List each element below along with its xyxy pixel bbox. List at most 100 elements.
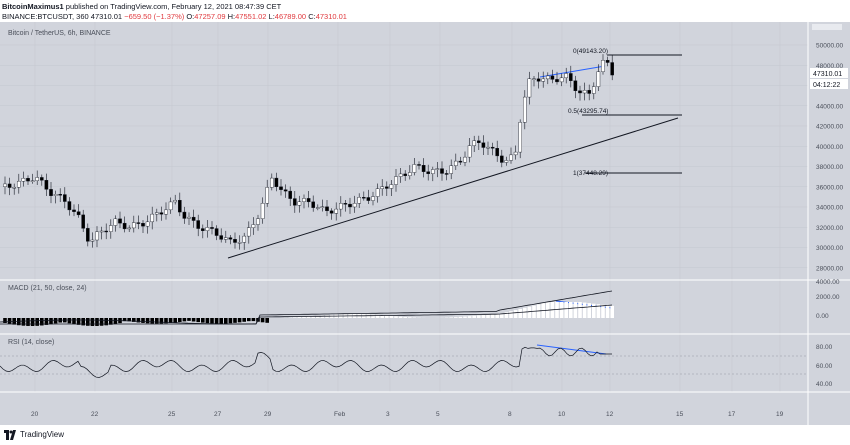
macd-bar — [490, 314, 495, 318]
macd-bar — [564, 302, 568, 318]
macd-bar — [518, 308, 522, 318]
candle-body — [53, 194, 58, 196]
macd-bar — [504, 312, 509, 318]
macd-bar — [251, 318, 256, 322]
tradingview-brand[interactable]: TradingView — [20, 430, 65, 439]
candle-body — [306, 198, 311, 203]
candle-body — [118, 218, 122, 224]
macd-bar — [467, 316, 472, 318]
candle-body — [518, 122, 522, 153]
footer: TradingView — [0, 425, 850, 445]
macd-axis[interactable]: 4000.00 2000.00 0.00 — [816, 279, 840, 320]
macd-pane[interactable] — [0, 290, 614, 326]
candle-body — [403, 173, 408, 176]
time-axis[interactable]: 20 22 25 27 29 Feb 3 5 8 10 12 15 17 19 — [31, 411, 784, 418]
macd-bar — [247, 318, 251, 322]
candle-body — [293, 198, 297, 206]
macd-bar — [454, 317, 458, 318]
candle-body — [601, 60, 605, 72]
price-axis-label: 34000.00 — [816, 205, 843, 212]
price-axis[interactable]: 50000.0048000.0046000.0044000.0042000.00… — [816, 43, 843, 273]
time-axis-label: Feb — [334, 411, 346, 418]
chart-area[interactable]: Bitcoin / TetherUS, 6h, BINANCE MACD (21… — [0, 22, 850, 425]
macd-bar — [463, 316, 467, 318]
support-trendline[interactable] — [227, 117, 679, 259]
candle-body — [21, 178, 26, 182]
rsi-divergence-line[interactable] — [536, 344, 607, 355]
candle-body — [228, 237, 233, 240]
price-axis-label: 32000.00 — [816, 225, 843, 232]
candle-body — [44, 180, 49, 190]
macd-bar — [320, 315, 325, 318]
macd-axis-label: 0.00 — [816, 313, 829, 320]
time-axis-label: 12 — [606, 411, 614, 418]
candle-body — [440, 168, 444, 174]
macd-bar — [113, 318, 118, 324]
macd-bar — [191, 318, 196, 322]
candle-body — [426, 171, 431, 174]
macd-bar — [610, 305, 614, 318]
candle-body — [339, 203, 343, 210]
macd-bar — [49, 318, 53, 325]
macd-bar — [122, 318, 127, 321]
chart-canvas[interactable]: Bitcoin / TetherUS, 6h, BINANCE MACD (21… — [0, 22, 850, 425]
macd-bar — [3, 318, 7, 323]
macd-bar — [155, 318, 159, 324]
candle-body — [200, 228, 205, 231]
candle-body — [127, 227, 131, 230]
candle-body — [546, 75, 550, 80]
countdown-badge-bg — [810, 79, 848, 89]
macd-bar — [168, 318, 173, 323]
fib-retracement[interactable]: 0(49143.20) 0.5(43295.74) 1(37448.29) — [568, 48, 682, 177]
macd-bar — [76, 318, 81, 325]
author-name[interactable]: BitcoinMaximus1 — [2, 2, 64, 11]
tradingview-logo-icon[interactable] — [4, 430, 16, 440]
candle-body — [265, 187, 270, 204]
rsi-axis-label: 60.00 — [816, 363, 833, 370]
macd-bar — [486, 314, 490, 318]
candle-body — [270, 177, 274, 188]
current-price-badge-bg — [810, 68, 848, 78]
candle-body — [76, 211, 81, 216]
macd-bar — [371, 314, 375, 318]
rsi-axis[interactable]: 80.00 60.00 40.00 — [0, 344, 833, 388]
candle-body — [559, 77, 564, 83]
candle-body — [371, 196, 375, 201]
macd-bar — [40, 318, 44, 326]
candle-body — [81, 214, 85, 229]
candle-body — [159, 212, 164, 215]
macd-bar — [86, 318, 90, 326]
candles[interactable] — [3, 54, 614, 250]
candle-body — [30, 180, 35, 182]
candle-body — [481, 142, 486, 148]
candle-body — [564, 73, 568, 79]
candle-body — [366, 197, 371, 201]
price-axis-label: 38000.00 — [816, 164, 843, 171]
candle-body — [463, 156, 467, 163]
candle-body — [417, 164, 421, 166]
price-divergence-line[interactable] — [539, 65, 606, 78]
candle-body — [26, 178, 30, 182]
candle-body — [279, 186, 283, 190]
candle-body — [191, 216, 196, 221]
candle-body — [154, 212, 159, 215]
rsi-line — [0, 346, 612, 378]
gear-icon[interactable] — [812, 24, 842, 30]
rsi-pane[interactable] — [0, 346, 612, 378]
candle-body — [136, 222, 141, 224]
candle-body — [283, 189, 288, 192]
price-axis-label: 48000.00 — [816, 63, 843, 70]
rsi-legend: RSI (14, close) — [8, 339, 54, 346]
candle-body — [242, 235, 247, 243]
close-value: 47310.01 — [315, 12, 347, 21]
candle-body — [205, 227, 210, 231]
candle-body — [311, 201, 316, 208]
macd-bar — [201, 318, 205, 323]
macd-bar — [233, 318, 237, 323]
candle-body — [385, 186, 389, 189]
candle-body — [550, 75, 555, 80]
macd-line — [0, 290, 613, 325]
candle-body — [454, 160, 458, 166]
candle-body — [569, 73, 573, 81]
time-axis-label: 29 — [264, 411, 272, 418]
